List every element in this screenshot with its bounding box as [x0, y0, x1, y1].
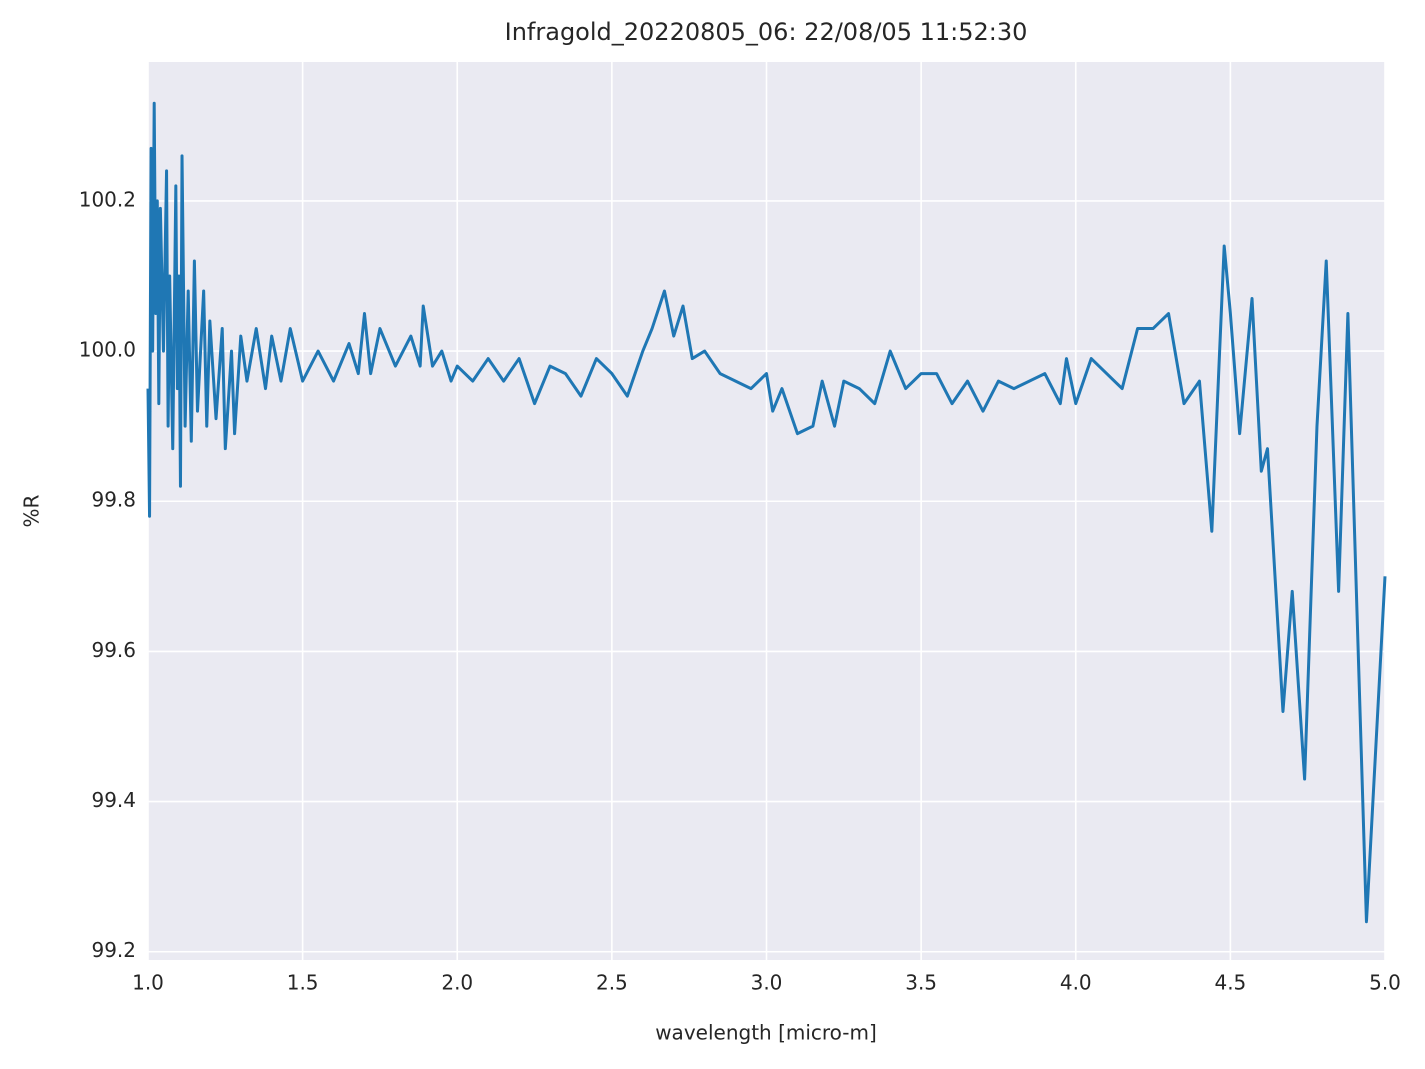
- y-tick-label: 99.4: [91, 788, 136, 812]
- y-axis-label: %R: [20, 494, 44, 527]
- y-tick-label: 100.2: [79, 187, 136, 211]
- x-tick-label: 3.5: [905, 971, 937, 995]
- y-tick-label: 99.8: [91, 488, 136, 512]
- y-tick-label: 99.6: [91, 638, 136, 662]
- x-tick-label: 3.0: [751, 971, 783, 995]
- x-tick-label: 4.5: [1214, 971, 1246, 995]
- data-line: [146, 101, 1387, 924]
- x-tick-label: 2.0: [441, 971, 473, 995]
- x-tick-label: 4.0: [1060, 971, 1092, 995]
- x-tick-label: 2.5: [596, 971, 628, 995]
- y-tick-label: 99.2: [91, 938, 136, 962]
- x-tick-label: 1.0: [132, 971, 164, 995]
- x-tick-label: 1.5: [287, 971, 319, 995]
- x-axis-label: wavelength [micro-m]: [655, 1021, 877, 1045]
- y-tick-label: 100.0: [79, 338, 136, 362]
- x-tick-label: 5.0: [1369, 971, 1401, 995]
- chart-title: Infragold_20220805_06: 22/08/05 11:52:30: [505, 18, 1028, 46]
